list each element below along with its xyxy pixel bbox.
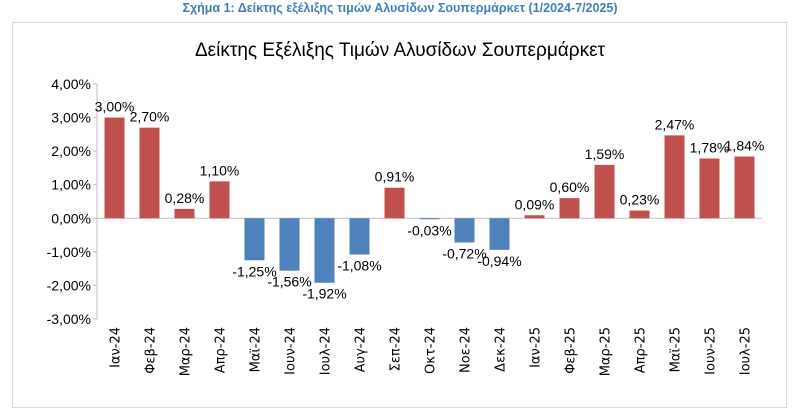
bar [489,218,510,250]
bar [734,156,755,219]
data-label: 1,10% [200,162,240,178]
x-tick-label: Ιουν-25 [704,327,719,375]
data-label: 1,78% [690,140,730,156]
data-label: -1,92% [302,286,346,302]
data-label: 0,28% [165,190,205,206]
x-tick-label: Μαρ-24 [179,327,194,376]
data-label: 1,84% [725,138,765,154]
data-label: -0,94% [477,253,521,269]
x-tick-label: Ιαν-25 [529,327,544,368]
bar [314,218,335,283]
bar [139,127,160,219]
y-tick-label: -1,00% [47,244,91,260]
data-label: 3,00% [95,99,135,115]
data-label: 2,70% [130,109,170,125]
bar [454,218,475,243]
chart-title: Δείκτης Εξέλιξης Τιμών Αλυσίδων Σουπερμά… [195,40,606,61]
x-tick-label: Σεπ-24 [389,327,404,371]
x-tick-label: Απρ-24 [214,327,229,373]
bar [174,208,195,219]
y-tick-label: 3,00% [51,110,91,126]
x-tick-label: Αυγ-24 [354,327,369,372]
bar [629,210,650,219]
x-tick-label: Νοε-24 [459,327,474,373]
bar [664,135,685,219]
x-tick-label: Μαρ-25 [599,327,614,376]
bar [699,158,720,219]
x-tick-label: Ιουλ-24 [319,327,334,375]
y-tick-label: -2,00% [47,277,91,293]
x-tick-label: Οκτ-24 [424,327,439,374]
data-label: 0,91% [375,169,415,185]
x-tick-label: Φεβ-24 [144,327,159,374]
bar [279,218,300,271]
data-label: 0,09% [515,196,555,212]
data-label: 2,47% [655,116,695,132]
data-label: 0,23% [620,192,660,208]
data-label: -1,56% [267,274,311,290]
bar [559,198,580,219]
x-tick-label: Μαϊ-25 [669,327,684,372]
y-tick-label: 1,00% [51,177,91,193]
bar [594,164,615,219]
y-tick-label: 2,00% [51,143,91,159]
x-tick-label: Μαϊ-24 [249,327,264,372]
y-tick-label: -3,00% [47,311,91,327]
bar [419,218,440,220]
figure-caption: Σχήμα 1: Δείκτης εξέλιξης τιμών Αλυσίδων… [182,1,618,15]
bar [104,117,125,219]
bar [524,215,545,219]
data-label: -1,08% [337,258,381,274]
x-tick-label: Ιουν-24 [284,327,299,375]
bar [349,218,370,255]
y-tick-label: 0,00% [51,210,91,226]
data-label: 1,59% [585,146,625,162]
data-label: -0,72% [442,245,486,261]
x-tick-label: Απρ-25 [634,327,649,373]
x-tick-label: Φεβ-25 [564,327,579,374]
y-tick-label: 4,00% [51,76,91,92]
bar [244,218,265,261]
x-tick-label: Ιαν-24 [109,327,124,368]
x-tick-label: Δεκ-24 [494,327,509,372]
data-label: 0,60% [550,179,590,195]
x-tick-label: Ιουλ-25 [739,327,754,375]
data-label: -0,03% [407,222,451,238]
data-label: -1,25% [232,263,276,279]
bar [384,187,405,219]
bar [209,181,230,219]
